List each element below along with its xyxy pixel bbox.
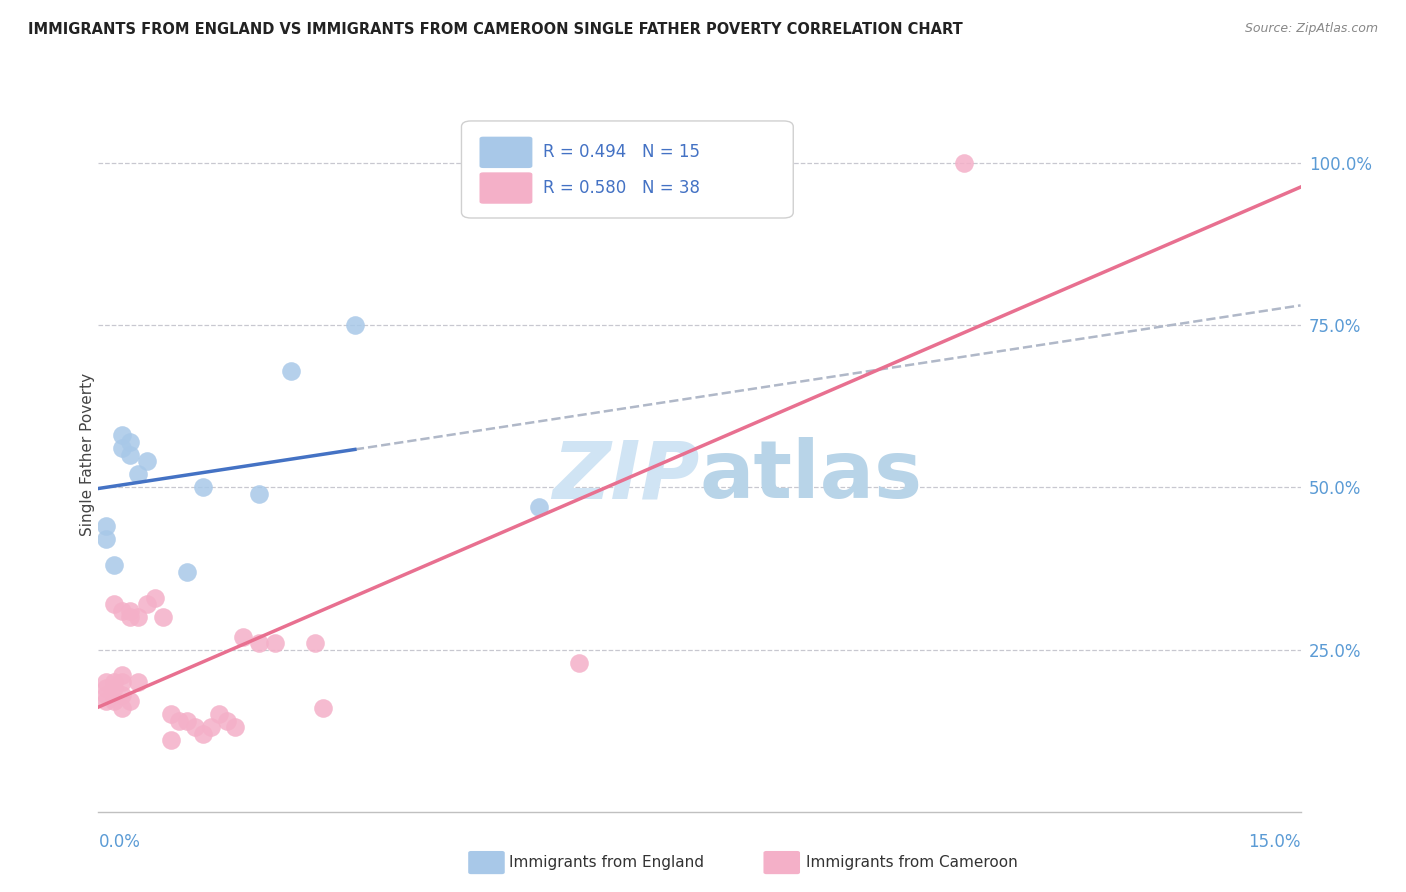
- Text: R = 0.580   N = 38: R = 0.580 N = 38: [543, 179, 700, 197]
- Text: atlas: atlas: [700, 437, 922, 516]
- Point: [247, 636, 270, 650]
- Point: [96, 681, 118, 696]
- Point: [191, 480, 214, 494]
- Point: [128, 467, 150, 482]
- Point: [96, 533, 118, 547]
- Point: [159, 707, 181, 722]
- Point: [247, 487, 270, 501]
- Text: IMMIGRANTS FROM ENGLAND VS IMMIGRANTS FROM CAMEROON SINGLE FATHER POVERTY CORREL: IMMIGRANTS FROM ENGLAND VS IMMIGRANTS FR…: [28, 22, 963, 37]
- Point: [224, 720, 246, 734]
- Point: [96, 694, 118, 708]
- Point: [208, 707, 231, 722]
- Point: [176, 714, 198, 728]
- Text: R = 0.494   N = 15: R = 0.494 N = 15: [543, 144, 700, 161]
- Point: [200, 720, 222, 734]
- Point: [120, 694, 142, 708]
- Point: [120, 448, 142, 462]
- Point: [143, 591, 166, 605]
- Text: ZIP: ZIP: [553, 437, 700, 516]
- Point: [96, 675, 118, 690]
- Point: [111, 675, 134, 690]
- Text: 15.0%: 15.0%: [1249, 833, 1301, 851]
- Point: [343, 318, 366, 333]
- Point: [120, 610, 142, 624]
- Text: Immigrants from England: Immigrants from England: [509, 855, 704, 870]
- Point: [103, 694, 125, 708]
- Point: [111, 428, 134, 442]
- Text: 0.0%: 0.0%: [98, 833, 141, 851]
- Point: [529, 500, 551, 514]
- Point: [176, 565, 198, 579]
- Point: [120, 434, 142, 449]
- Point: [111, 604, 134, 618]
- Point: [96, 688, 118, 702]
- Point: [111, 688, 134, 702]
- Point: [263, 636, 285, 650]
- Point: [103, 675, 125, 690]
- Point: [111, 442, 134, 456]
- Point: [304, 636, 326, 650]
- Point: [568, 656, 591, 670]
- Point: [128, 675, 150, 690]
- Point: [159, 733, 181, 747]
- Point: [120, 604, 142, 618]
- Text: Immigrants from Cameroon: Immigrants from Cameroon: [806, 855, 1018, 870]
- Point: [103, 597, 125, 611]
- FancyBboxPatch shape: [479, 172, 533, 203]
- Point: [135, 454, 157, 468]
- Point: [191, 727, 214, 741]
- Point: [280, 363, 302, 377]
- Point: [232, 630, 254, 644]
- Point: [953, 156, 976, 170]
- Point: [128, 610, 150, 624]
- FancyBboxPatch shape: [461, 121, 793, 218]
- Point: [152, 610, 174, 624]
- Y-axis label: Single Father Poverty: Single Father Poverty: [80, 374, 94, 536]
- Point: [312, 701, 335, 715]
- Point: [103, 681, 125, 696]
- Point: [215, 714, 238, 728]
- Point: [135, 597, 157, 611]
- Point: [103, 558, 125, 573]
- Point: [111, 668, 134, 682]
- Point: [96, 519, 118, 533]
- FancyBboxPatch shape: [479, 136, 533, 168]
- Point: [111, 701, 134, 715]
- Text: Source: ZipAtlas.com: Source: ZipAtlas.com: [1244, 22, 1378, 36]
- Point: [183, 720, 205, 734]
- Point: [167, 714, 190, 728]
